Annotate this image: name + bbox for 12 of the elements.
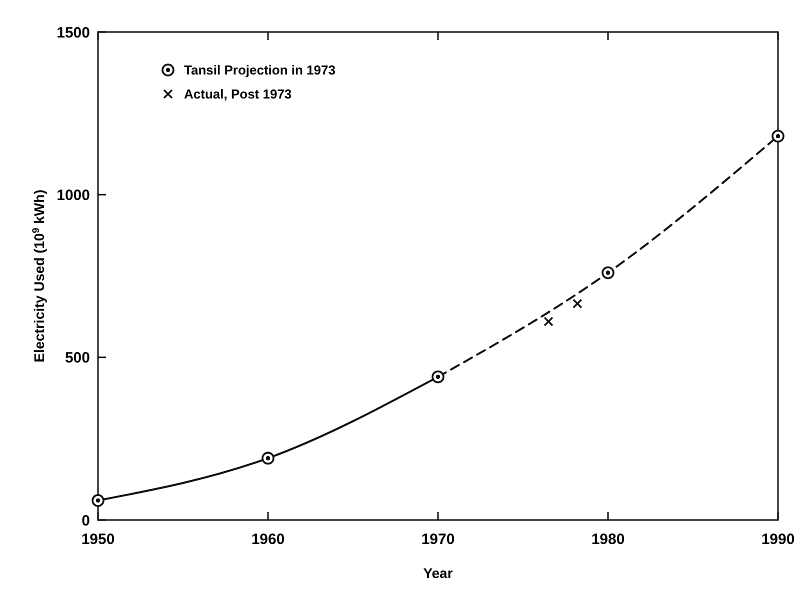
y-tick-label: 500 [64,350,90,367]
x-axis-title: Year [423,565,454,581]
x-tick-label: 1980 [591,531,625,548]
y-tick-label: 1000 [56,186,90,204]
x-tick-label: 1970 [421,531,455,548]
x-tick-label: 1950 [81,531,115,548]
x-tick-label: 1960 [251,531,285,548]
y-tick-label: 1500 [56,24,90,42]
y-tick-label: 0 [82,512,90,530]
legend-label: Tansil Projection in 1973 [184,62,336,78]
legend-label: Actual, Post 1973 [184,86,292,102]
x-tick-label: 1990 [761,531,795,548]
